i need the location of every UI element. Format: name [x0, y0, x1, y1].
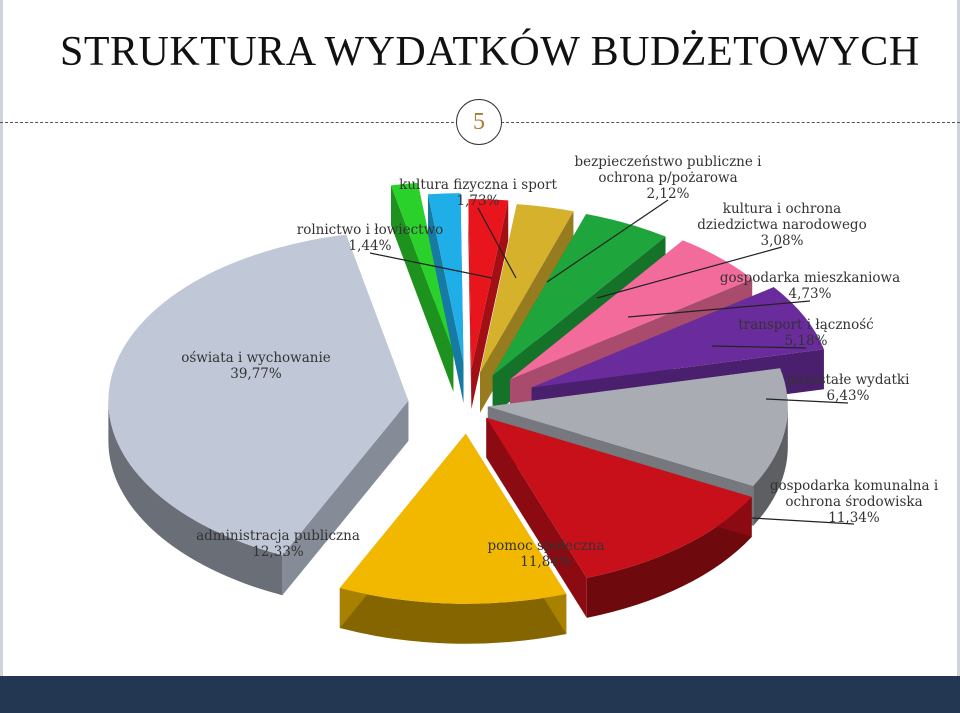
slice-value-10: 39,77% [230, 366, 282, 382]
slice-label-3: kultura i ochrona dziedzictwa narodowego 3… [697, 201, 866, 249]
slice-value-1: 1,73% [457, 193, 500, 209]
slice-label-2: bezpieczeństwo publiczne i ochrona p/poża… [575, 154, 763, 202]
slice-value-7: 11,34% [828, 510, 880, 526]
pie-slice-2 [468, 199, 509, 410]
slice-label-7: gospodarka komunalna i ochrona środowiska… [770, 478, 939, 526]
leader-line-0 [369, 252, 493, 279]
page-title: STRUKTURA WYDATKÓW BUDŻETOWYCH [60, 29, 920, 75]
slice-value-8: 11,84% [520, 554, 572, 570]
slice-value-4: 4,73% [789, 286, 832, 302]
slice-label-8: pomoc społeczna 11,84% [487, 538, 604, 570]
leader-line-5 [711, 345, 807, 349]
slice-value-5: 5,18% [785, 333, 828, 349]
slice-value-0: 1,44% [349, 238, 392, 254]
pie-slice-9 [339, 433, 567, 644]
slice-label-6: pozostałe wydatki 6,43% [787, 372, 911, 404]
leader-line-6 [765, 398, 849, 404]
pie-slice-1 [427, 193, 464, 404]
slice-value-9: 12,33% [252, 544, 304, 560]
leader-line-2 [546, 199, 669, 283]
slice-label-10: oświata i wychowanie 39,77% [181, 350, 331, 382]
slice-value-3: 3,08% [761, 233, 804, 249]
slice-label-5: transport i łączność 5,18% [738, 317, 874, 349]
leader-line-3 [596, 246, 783, 299]
leader-line-4 [627, 300, 811, 318]
pie-slice-0 [391, 182, 454, 392]
pie-slice-10 [108, 234, 409, 596]
pie-chart: rolnictwo i łowiectwo 1,44% kultura fizycz… [108, 154, 939, 644]
slice-label-4: gospodarka mieszkaniowa 4,73% [720, 270, 900, 302]
page-number: 5 [473, 108, 485, 135]
leader-line-1 [477, 207, 517, 279]
slice-label-0: rolnictwo i łowiectwo 1,44% [297, 222, 444, 254]
page-number-badge: 5 [456, 99, 502, 145]
footer-bar [0, 676, 960, 713]
slice-value-2: 2,12% [647, 186, 690, 202]
frame-left [0, 0, 3, 676]
leader-line-7 [751, 517, 855, 525]
slice-value-6: 6,43% [827, 388, 870, 404]
frame-right [957, 0, 960, 676]
slice-label-1: kultura fizyczna i sport 1,73% [399, 177, 557, 209]
slice-label-9: administracja publiczna 12,33% [196, 528, 360, 560]
pie-slice-8 [486, 417, 752, 618]
